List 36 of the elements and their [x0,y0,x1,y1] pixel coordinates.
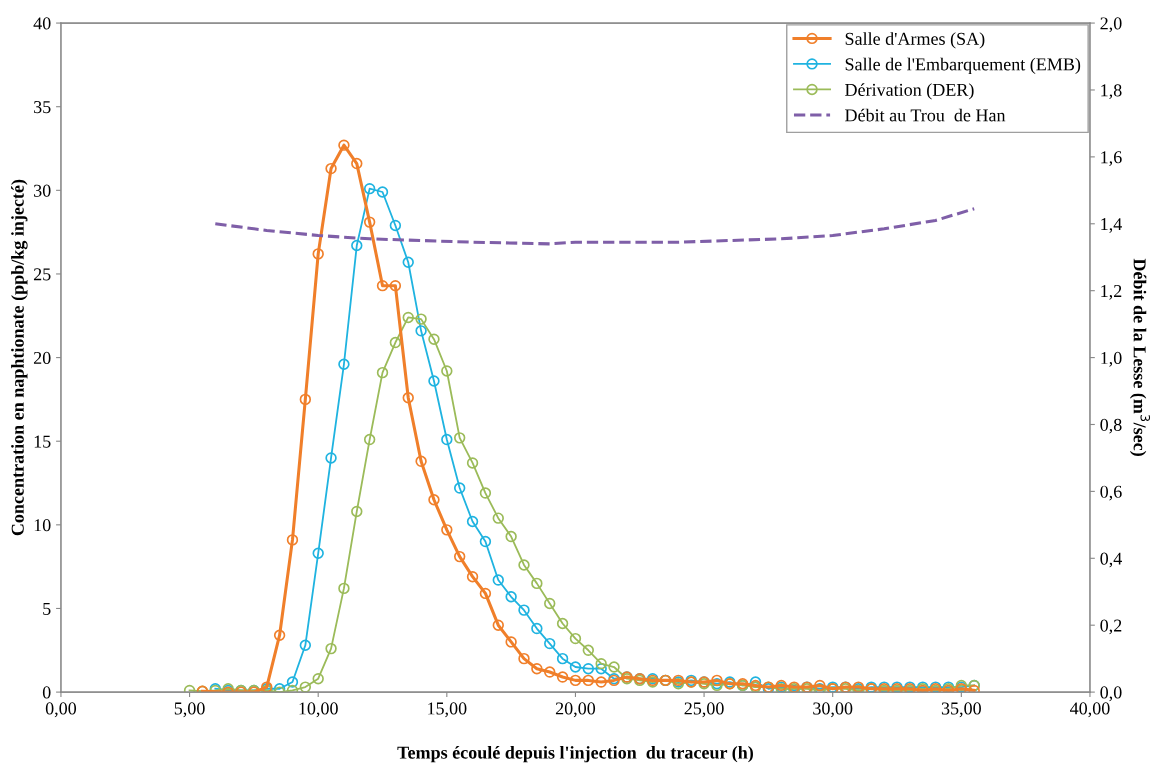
x-tick-label: 35,00 [941,702,981,718]
y-tick-label: 0 [42,686,51,699]
y-tick-label: 40 [33,17,51,30]
x-tick-label: 0,00 [45,702,77,718]
y2-tick-label: 0,6 [1100,485,1122,501]
y-axis-title: Concentration en naphtionate (ppb/kg injecté) [11,179,28,536]
y2-tick-label: 0,2 [1100,619,1122,635]
x-tick-label: 15,00 [428,702,467,718]
y2-tick-label: 1,0 [1101,351,1122,367]
y-tick-label: 10 [34,519,51,532]
y2-tick-label: 0,8 [1100,418,1122,434]
legend-label: Dérivation (DER) [845,83,974,100]
y2-tick-label: 0,0 [1100,686,1122,702]
y-tick-label: 30 [34,184,51,197]
x-axis-title: Temps écoulé depuis l'injection du traceur (h) [397,745,753,763]
x-tick-label: 25,00 [684,702,724,718]
legend-label: Salle d'Armes (SA) [845,32,985,49]
y-tick-label: 35 [34,101,51,114]
x-tick-label: 10,00 [299,702,338,718]
y2-tick-label: 1,8 [1101,84,1122,100]
x-tick-label: 40,00 [1070,702,1110,718]
y2-tick-label: 0,4 [1100,552,1122,568]
y-tick-label: 25 [33,268,51,281]
legend-label: Salle de l'Embarquement (EMB) [845,57,1081,75]
legend-label: Débit au Trou de Han [845,108,1006,122]
y2-axis-title: Débit de la Lesse (m$^{3}$/sec) [1129,258,1151,456]
y-tick-label: 20 [33,351,51,365]
y2-tick-label: 1,4 [1101,218,1122,233]
x-tick-label: 5,00 [174,702,205,718]
x-tick-label: 20,00 [555,702,596,718]
y2-tick-label: 1,2 [1101,284,1122,300]
x-tick-label: 30,00 [813,702,853,718]
y-tick-label: 5 [43,602,51,615]
y2-tick-label: 2,0 [1100,17,1122,33]
y2-tick-label: 1,6 [1101,151,1122,166]
y-tick-label: 15 [34,435,51,448]
